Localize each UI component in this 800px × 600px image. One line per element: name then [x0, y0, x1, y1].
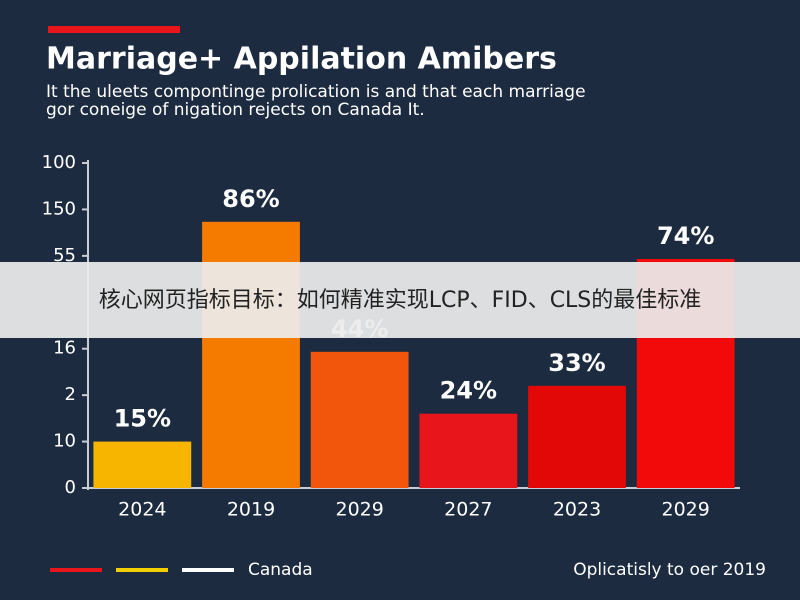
- y-tick-label: 150: [42, 198, 76, 219]
- bar: [419, 413, 518, 488]
- banner-bg: [0, 262, 800, 338]
- subtitle: gor coneige of nigation rejects on Canad…: [46, 100, 425, 120]
- legend-label: Canada: [248, 560, 313, 580]
- bar: [310, 351, 409, 488]
- data-label: 74%: [657, 222, 714, 250]
- y-tick-label: 0: [65, 477, 76, 498]
- x-tick-label: 2027: [444, 499, 492, 521]
- chart-title: Marriage+ Appilation Amibers: [46, 42, 557, 77]
- x-tick-label: 2023: [553, 499, 601, 521]
- data-label: 15%: [114, 405, 171, 433]
- y-tick-label: 10: [53, 431, 76, 452]
- bar: [93, 441, 192, 488]
- y-tick-label: 55: [53, 245, 76, 266]
- y-tick-label: 2: [65, 384, 76, 405]
- banner-text: 核心网页指标目标：如何精准实现LCP、FID、CLS的最佳标准: [99, 288, 702, 313]
- y-tick-label: 16: [53, 338, 76, 359]
- x-tick-label: 2024: [118, 499, 166, 521]
- title-accent: [48, 26, 180, 33]
- y-tick-label: 100: [42, 152, 76, 173]
- data-label: 33%: [548, 349, 605, 377]
- data-label: 24%: [440, 377, 497, 405]
- data-label: 86%: [222, 185, 279, 213]
- footnote: Oplicatisly to oer 2019: [573, 560, 766, 580]
- x-tick-label: 2029: [335, 499, 383, 521]
- x-tick-label: 2029: [661, 499, 709, 521]
- x-tick-label: 2019: [227, 499, 275, 521]
- bar: [202, 221, 300, 489]
- bar: [528, 385, 626, 488]
- subtitle: It the uleets compontinge prolication is…: [46, 82, 586, 102]
